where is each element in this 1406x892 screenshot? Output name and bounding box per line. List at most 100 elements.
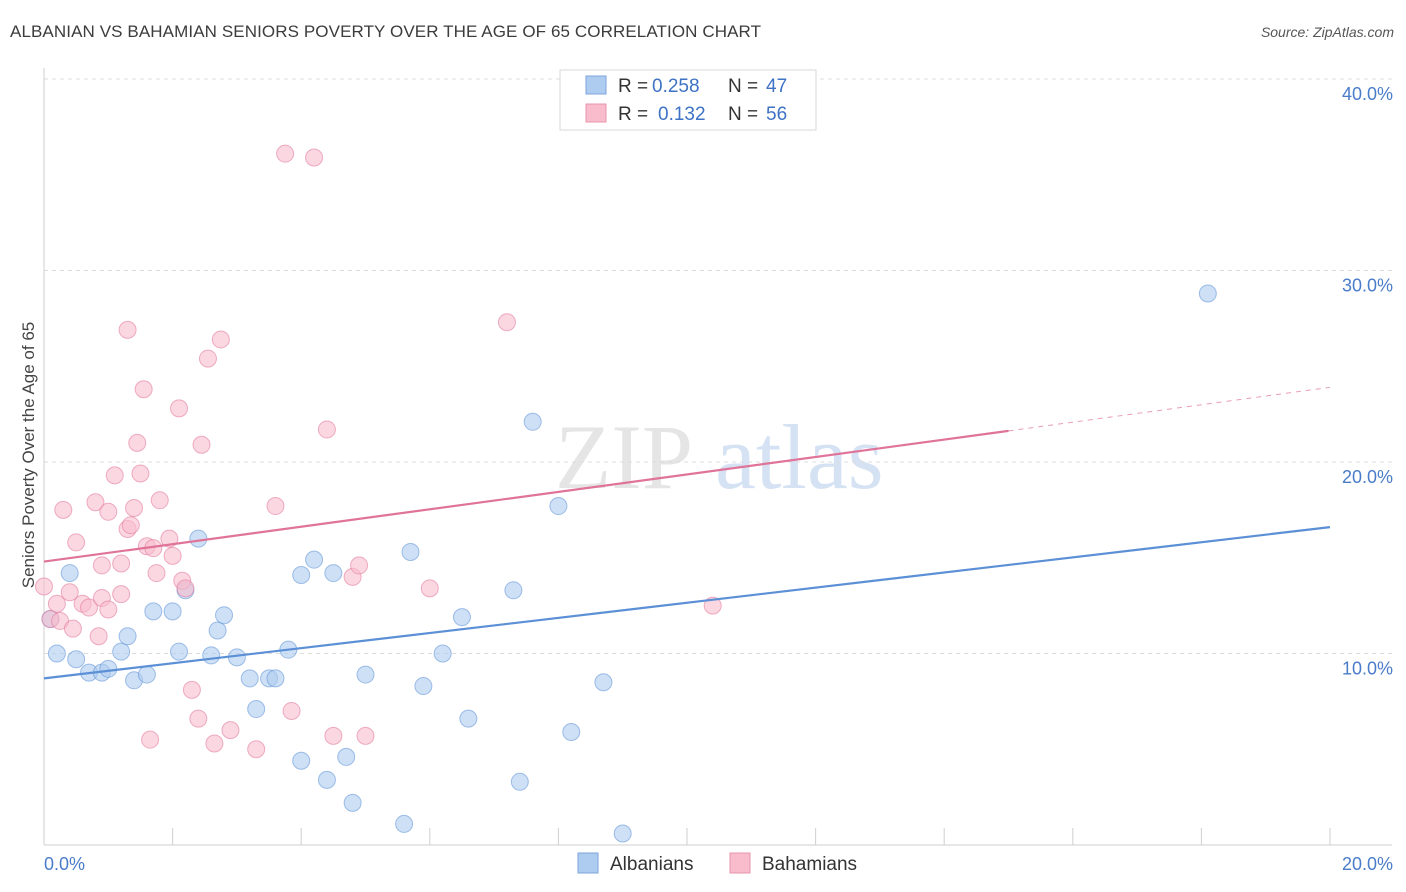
- data-point-bahamians: [67, 533, 86, 552]
- data-point-bahamians: [80, 598, 99, 617]
- data-point-albanians: [317, 770, 336, 789]
- data-point-bahamians: [189, 709, 208, 728]
- bottom-legend-label-bahamians: Bahamians: [762, 854, 857, 875]
- data-point-albanians: [189, 529, 208, 548]
- data-point-bahamians: [141, 730, 160, 749]
- y-tick-label: 40.0%: [1342, 84, 1393, 104]
- data-point-bahamians: [112, 585, 131, 604]
- data-point-albanians: [137, 665, 156, 684]
- y-tick-label: 30.0%: [1342, 276, 1393, 296]
- data-point-bahamians: [170, 399, 189, 418]
- data-point-bahamians: [182, 680, 201, 699]
- data-point-bahamians: [211, 330, 230, 349]
- data-point-bahamians: [99, 502, 118, 521]
- data-point-bahamians: [160, 529, 179, 548]
- data-point-bahamians: [89, 627, 108, 646]
- data-point-albanians: [613, 824, 632, 843]
- legend-r-value-2: 0.132: [658, 104, 706, 125]
- data-point-bahamians: [198, 349, 217, 368]
- data-point-bahamians: [703, 596, 722, 615]
- data-point-bahamians: [105, 466, 124, 485]
- data-point-bahamians: [54, 500, 73, 519]
- data-point-albanians: [60, 564, 79, 583]
- data-point-albanians: [99, 659, 118, 678]
- trend-line-albanians: [43, 526, 1331, 680]
- data-point-albanians: [1198, 284, 1217, 303]
- data-point-bahamians: [99, 600, 118, 619]
- data-point-albanians: [247, 700, 266, 719]
- data-point-bahamians: [356, 726, 375, 745]
- data-point-bahamians: [47, 594, 66, 613]
- bottom-legend-swatch-bahamians: [729, 852, 751, 874]
- data-point-bahamians: [131, 464, 150, 483]
- data-point-albanians: [163, 602, 182, 621]
- data-point-albanians: [401, 543, 420, 562]
- data-point-bahamians: [163, 546, 182, 565]
- y-tick-label: 10.0%: [1342, 659, 1393, 679]
- data-point-albanians: [170, 642, 189, 661]
- data-point-albanians: [343, 793, 362, 812]
- data-point-albanians: [395, 814, 414, 833]
- data-point-bahamians: [35, 577, 53, 596]
- data-point-albanians: [305, 550, 324, 569]
- data-point-bahamians: [276, 144, 295, 163]
- data-point-bahamians: [150, 491, 169, 510]
- data-point-albanians: [523, 412, 542, 431]
- data-point-bahamians: [92, 556, 111, 575]
- y-tick-label: 20.0%: [1342, 467, 1393, 487]
- legend-r-value-1: 0.258: [652, 76, 700, 97]
- data-point-albanians: [594, 673, 613, 692]
- data-point-bahamians: [147, 564, 166, 583]
- data-point-albanians: [452, 608, 471, 627]
- data-point-albanians: [510, 772, 529, 791]
- legend-n-label-2: N =: [728, 104, 758, 125]
- data-point-albanians: [118, 627, 137, 646]
- data-point-albanians: [337, 747, 356, 766]
- data-point-bahamians: [118, 320, 137, 339]
- data-point-bahamians: [192, 435, 211, 454]
- data-point-albanians: [414, 677, 433, 696]
- legend-r-label-1: R =: [618, 76, 648, 97]
- data-point-albanians: [112, 642, 131, 661]
- axes: [43, 68, 1392, 846]
- data-point-bahamians: [121, 516, 140, 535]
- x-tick-label: 0.0%: [44, 854, 85, 874]
- data-point-albanians: [215, 606, 234, 625]
- source-credit: Source: ZipAtlas.com: [1260, 24, 1394, 40]
- data-point-albanians: [459, 709, 478, 728]
- data-point-bahamians: [317, 420, 336, 439]
- data-points: [35, 144, 1217, 843]
- data-point-albanians: [562, 723, 581, 742]
- data-point-albanians: [549, 497, 568, 516]
- chart-title: ALBANIAN VS BAHAMIAN SENIORS POVERTY OVE…: [10, 22, 762, 41]
- data-point-bahamians: [125, 498, 144, 517]
- data-point-albanians: [202, 646, 221, 665]
- data-point-albanians: [292, 751, 311, 770]
- data-point-albanians: [67, 650, 86, 669]
- data-point-albanians: [324, 564, 343, 583]
- bottom-legend-swatch-albanians: [577, 852, 599, 874]
- data-point-bahamians: [350, 556, 369, 575]
- data-point-albanians: [356, 665, 375, 684]
- data-point-albanians: [266, 669, 285, 688]
- legend-swatch-bahamians: [585, 103, 607, 123]
- data-point-albanians: [208, 621, 227, 640]
- data-point-bahamians: [134, 380, 153, 399]
- data-point-bahamians: [63, 619, 82, 638]
- data-point-bahamians: [176, 579, 195, 598]
- data-point-albanians: [240, 669, 259, 688]
- watermark-atlas: atlas: [715, 406, 884, 508]
- legend-n-value-2: 56: [766, 104, 787, 125]
- data-point-albanians: [433, 644, 452, 663]
- bottom-legend: Albanians Bahamians: [577, 852, 857, 875]
- data-point-albanians: [504, 581, 523, 600]
- legend-r-label-2: R =: [618, 104, 648, 125]
- data-point-bahamians: [112, 554, 131, 573]
- data-point-bahamians: [128, 433, 147, 452]
- legend: R = 0.258 N = 47 R = 0.132 N = 56: [559, 69, 817, 131]
- data-point-bahamians: [324, 726, 343, 745]
- legend-n-value-1: 47: [766, 76, 787, 97]
- data-point-bahamians: [420, 579, 439, 598]
- data-point-bahamians: [305, 148, 324, 167]
- data-point-bahamians: [282, 701, 301, 720]
